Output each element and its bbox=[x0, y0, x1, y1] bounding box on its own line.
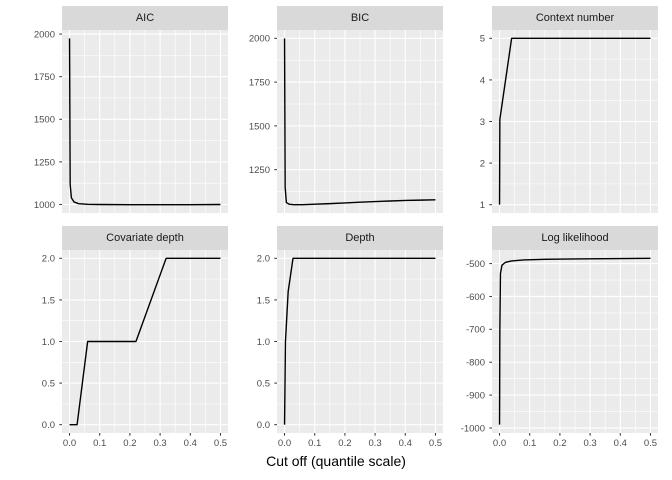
y-tick-label: 1.0 bbox=[257, 337, 270, 348]
y-tick-label: 0.0 bbox=[42, 420, 55, 431]
facet-strip-title: Context number bbox=[535, 12, 615, 24]
facet-panel-svg: 0.0 0.5 1.0 1.5 2.0 0.0 0.1 0.2 0.3 0.4 0.5 bbox=[257, 250, 443, 449]
y-tick-label: 3 bbox=[480, 117, 485, 128]
facet-strip-title: Covariate depth bbox=[106, 232, 184, 244]
facet-panel-svg: 1000 1250 1500 1750 2000 bbox=[34, 30, 228, 213]
x-tick-label: 0.3 bbox=[368, 438, 381, 449]
data-line bbox=[283, 257, 436, 425]
y-tick-label: -1000 bbox=[461, 423, 485, 434]
facet-strip: Depth bbox=[277, 226, 443, 250]
facet-strip: BIC bbox=[277, 6, 443, 30]
y-tick-label: 0.5 bbox=[257, 378, 270, 389]
facet-strip: Log likelihood bbox=[492, 226, 658, 250]
y-tick-label: 1500 bbox=[34, 115, 55, 126]
x-tick-label: 0.2 bbox=[123, 438, 136, 449]
y-tick-label: 0.5 bbox=[42, 378, 55, 389]
y-axis-group: 1 2 3 4 5 bbox=[480, 34, 492, 211]
y-tick-label: -700 bbox=[466, 325, 485, 336]
y-tick-label: 1250 bbox=[249, 165, 270, 176]
y-tick-label: -900 bbox=[466, 390, 485, 401]
x-tick-label: 0.5 bbox=[214, 438, 227, 449]
data-line bbox=[68, 38, 221, 206]
y-tick-label: 4 bbox=[480, 75, 485, 86]
x-axis-group: 0.0 0.1 0.2 0.3 0.4 0.5 bbox=[493, 433, 657, 449]
x-tick-label: 0.0 bbox=[278, 438, 291, 449]
x-tick-label: 0.0 bbox=[493, 438, 506, 449]
y-tick-label: 5 bbox=[480, 34, 485, 45]
facet-aic: AIC 1000 1250 1500 1750 2000 bbox=[16, 6, 228, 213]
facet-strip: Covariate depth bbox=[62, 226, 228, 250]
facet-panel-svg: 1 2 3 4 5 bbox=[480, 30, 658, 213]
x-axis-group: 0.0 0.1 0.2 0.3 0.4 0.5 bbox=[278, 433, 442, 449]
y-tick-label: 1 bbox=[480, 200, 485, 211]
data-line bbox=[498, 37, 651, 205]
x-tick-label: 0.3 bbox=[153, 438, 166, 449]
facet-panel-svg: -1000 -900 -800 -700 -600 -500 0.0 0.1 0.2 0.3 0.4… bbox=[461, 250, 658, 449]
x-axis-title: Cut off (quantile scale) bbox=[266, 453, 406, 469]
x-tick-label: 0.4 bbox=[614, 438, 627, 449]
y-tick-label: 2000 bbox=[34, 30, 55, 40]
x-tick-label: 0.5 bbox=[644, 438, 657, 449]
facet-log-likelihood: Log likelihood -1000 -900 -800 -700 -600 -500… bbox=[446, 226, 658, 450]
facet-context-number: Context number 1 2 3 4 5 bbox=[446, 6, 658, 213]
y-tick-label: -800 bbox=[466, 358, 485, 369]
y-tick-label: 1250 bbox=[34, 157, 55, 168]
x-tick-label: 0.2 bbox=[338, 438, 351, 449]
y-tick-label: 2.0 bbox=[257, 254, 270, 265]
y-tick-label: -600 bbox=[466, 292, 485, 303]
facet-strip: Context number bbox=[492, 6, 658, 30]
y-tick-label: -500 bbox=[466, 259, 485, 270]
y-tick-label: 1000 bbox=[34, 200, 55, 211]
x-tick-label: 0.4 bbox=[184, 438, 197, 449]
facet-strip-title: Depth bbox=[345, 232, 375, 244]
data-line bbox=[283, 38, 436, 206]
y-axis-group: -1000 -900 -800 -700 -600 -500 bbox=[461, 259, 492, 434]
facet-panel-svg: 1250 1500 1750 2000 bbox=[249, 30, 443, 213]
y-tick-label: 1500 bbox=[249, 121, 270, 132]
minor-gridlines-group bbox=[62, 30, 228, 213]
data-line bbox=[498, 257, 651, 425]
facet-covariate-depth: Covariate depth 0.0 0.5 1.0 1.5 2.0 0.0 0.1 0.2… bbox=[16, 226, 228, 450]
facet-strip-title: BIC bbox=[350, 12, 370, 24]
facet-panel-svg: 0.0 0.5 1.0 1.5 2.0 0.0 0.1 0.2 0.3 0.4 0.5 bbox=[42, 250, 228, 449]
minor-gridlines-group bbox=[492, 250, 658, 433]
y-tick-label: 1.5 bbox=[42, 295, 55, 306]
x-tick-label: 0.1 bbox=[308, 438, 321, 449]
facet-strip-title: AIC bbox=[135, 12, 155, 24]
x-tick-label: 0.1 bbox=[93, 438, 106, 449]
y-axis-group: 1000 1250 1500 1750 2000 bbox=[34, 30, 62, 211]
x-tick-label: 0.4 bbox=[399, 438, 412, 449]
y-tick-label: 2000 bbox=[249, 34, 270, 45]
y-tick-label: 0.0 bbox=[257, 420, 270, 431]
major-gridlines-group bbox=[492, 30, 658, 213]
y-axis-group: 0.0 0.5 1.0 1.5 2.0 bbox=[42, 254, 62, 431]
data-line bbox=[69, 257, 221, 426]
y-tick-label: 2.0 bbox=[42, 254, 55, 265]
facet-strip: AIC bbox=[62, 6, 228, 30]
facet-depth: Depth 0.0 0.5 1.0 1.5 2.0 0.0 0.1 0.2 0.3 0.4 0.5 bbox=[231, 226, 443, 450]
minor-gridlines-group bbox=[277, 30, 443, 213]
x-tick-label: 0.2 bbox=[553, 438, 566, 449]
y-tick-label: 1750 bbox=[249, 77, 270, 88]
x-tick-label: 0.1 bbox=[523, 438, 536, 449]
y-axis-group: 1250 1500 1750 2000 bbox=[249, 34, 277, 176]
facet-strip-title: Log likelihood bbox=[541, 232, 609, 244]
y-tick-label: 1.0 bbox=[42, 337, 55, 348]
y-tick-label: 2 bbox=[480, 158, 485, 169]
facet-grid: AIC 1000 1250 1500 1750 2000 BIC 1250 1500 175… bbox=[16, 6, 658, 450]
x-axis-group: 0.0 0.1 0.2 0.3 0.4 0.5 bbox=[63, 433, 227, 449]
x-tick-label: 0.5 bbox=[429, 438, 442, 449]
y-tick-label: 1.5 bbox=[257, 295, 270, 306]
x-tick-label: 0.3 bbox=[583, 438, 596, 449]
y-axis-group: 0.0 0.5 1.0 1.5 2.0 bbox=[257, 254, 277, 431]
major-gridlines-group bbox=[62, 250, 228, 433]
x-tick-label: 0.0 bbox=[63, 438, 76, 449]
facet-bic: BIC 1250 1500 1750 2000 bbox=[231, 6, 443, 213]
y-tick-label: 1750 bbox=[34, 72, 55, 83]
